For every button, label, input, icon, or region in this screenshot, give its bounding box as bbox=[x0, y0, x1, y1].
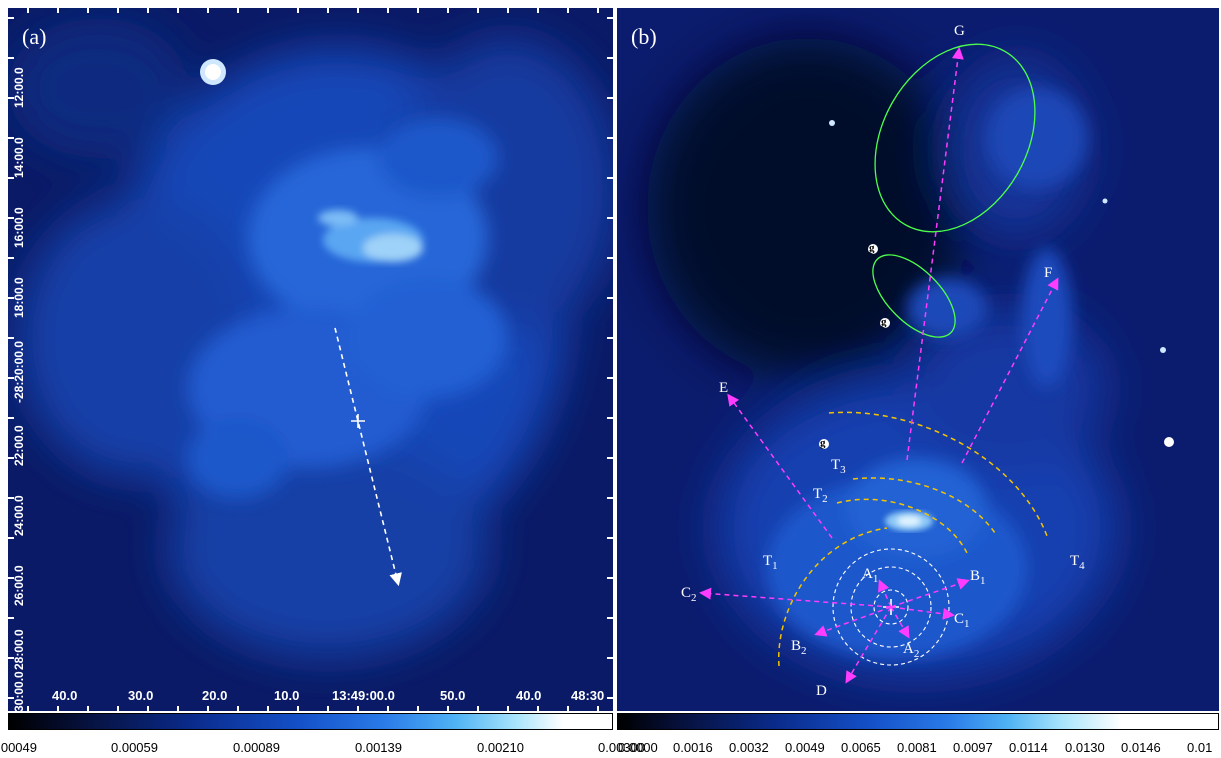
ra-tick-label: 40.0 bbox=[52, 688, 78, 703]
colorbar-tick: 0.01 bbox=[1187, 740, 1213, 755]
region-label-t4: T4 bbox=[1070, 553, 1085, 572]
panel-a-xray-image: (a) 12:00.0 14:00.0 16:00.0 18:00.0 -28:… bbox=[8, 8, 613, 711]
colorbar-tick: 0.00210 bbox=[477, 740, 524, 755]
colorbar-tick: 0.0081 bbox=[897, 740, 937, 755]
region-arrows bbox=[699, 47, 1059, 684]
region-label-t2: T2 bbox=[813, 486, 828, 505]
panel-b-colorbar bbox=[617, 713, 1219, 730]
colorbar-tick: 0.0065 bbox=[841, 740, 881, 755]
colorbar-tick: 0.00059 bbox=[111, 740, 158, 755]
colorbar-tick: 0.00049 bbox=[0, 740, 37, 755]
panel-a-direction-arrow bbox=[334, 327, 402, 587]
region-label-c1: C1 bbox=[954, 611, 970, 630]
dec-tick-label: 14:00.0 bbox=[12, 137, 26, 178]
region-label-a2: A2 bbox=[903, 641, 920, 660]
colorbar-tick: 0.0000 bbox=[618, 740, 658, 755]
colorbar-tick: 0.0032 bbox=[729, 740, 769, 755]
colorbar-tick: 0.0049 bbox=[785, 740, 825, 755]
region-label-b2: B2 bbox=[791, 638, 807, 657]
panel-b-label: (b) bbox=[631, 24, 657, 49]
region-label-g: G bbox=[954, 23, 965, 39]
region-label-a1: A1 bbox=[862, 566, 879, 585]
panel-a-colorbar bbox=[8, 713, 613, 730]
dec-tick-label: 30:00.0 bbox=[12, 671, 26, 711]
region-label-d: D bbox=[816, 683, 827, 699]
dec-tick-label: 12:00.0 bbox=[12, 67, 26, 108]
colorbar-tick: 0.00089 bbox=[233, 740, 280, 755]
ra-tick-label: 10.0 bbox=[274, 688, 300, 703]
colorbar-tick: 0.00139 bbox=[355, 740, 402, 755]
ra-tick-label: 40.0 bbox=[516, 688, 542, 703]
panel-b-image bbox=[617, 8, 1219, 711]
colorbar-tick: 0.0146 bbox=[1121, 740, 1161, 755]
region-label-c2: C2 bbox=[681, 585, 697, 604]
tidal-arcs bbox=[778, 411, 1048, 667]
panel-a-center-cross bbox=[351, 414, 365, 428]
ra-tick-label: 50.0 bbox=[440, 688, 466, 703]
panel-a-label: (a) bbox=[22, 24, 47, 49]
central-annuli bbox=[832, 548, 950, 666]
ra-tick-label: 20.0 bbox=[202, 688, 228, 703]
region-label-e: E bbox=[719, 380, 729, 396]
galaxy-marker: g bbox=[881, 316, 887, 328]
region-small-ellipse bbox=[872, 254, 956, 338]
dec-tick-label: 18:00.0 bbox=[12, 277, 26, 318]
region-label-f: F bbox=[1044, 265, 1053, 281]
ra-tick-label: 48:30 bbox=[571, 688, 605, 703]
panel-a-colorbar-ticks: 0.00049 0.00059 0.00089 0.00139 0.00210 … bbox=[0, 740, 645, 758]
galaxy-marker: g bbox=[820, 437, 826, 449]
dec-tick-label: -28:20:00.0 bbox=[12, 340, 26, 403]
colorbar-tick: 0.0130 bbox=[1065, 740, 1105, 755]
region-g-ellipse bbox=[874, 43, 1036, 233]
colorbar-tick: 0.0114 bbox=[1009, 740, 1048, 755]
region-label-b1: B1 bbox=[970, 568, 986, 587]
panel-b-colorbar-ticks: 0.0000 0.0016 0.0032 0.0049 0.0065 0.008… bbox=[617, 740, 1221, 758]
colorbar-tick: 0.00300 bbox=[598, 740, 645, 755]
ra-tick-label: 30.0 bbox=[128, 688, 154, 703]
panel-a-axis-ticks bbox=[8, 8, 613, 711]
galaxy-marker: g bbox=[869, 242, 875, 254]
region-label-t3: T3 bbox=[831, 457, 846, 476]
dec-tick-label: 26:00.0 bbox=[12, 565, 26, 606]
dec-tick-label: 22:00.0 bbox=[12, 425, 26, 466]
colorbar-tick: 0.0097 bbox=[953, 740, 993, 755]
dec-tick-label: 28:00.0 bbox=[12, 629, 26, 670]
panel-a-image bbox=[8, 8, 613, 711]
dec-tick-label: 16:00.0 bbox=[12, 207, 26, 248]
dec-tick-label: 24:00.0 bbox=[12, 495, 26, 536]
colorbar-tick: 0.0016 bbox=[673, 740, 713, 755]
ra-tick-label: 13:49:00.0 bbox=[332, 688, 395, 703]
region-label-t1: T1 bbox=[763, 553, 778, 572]
panel-b-xray-image: (b) A1 A2 B1 B2 C1 C2 D E F G T1 T2 T3 T… bbox=[617, 8, 1219, 711]
